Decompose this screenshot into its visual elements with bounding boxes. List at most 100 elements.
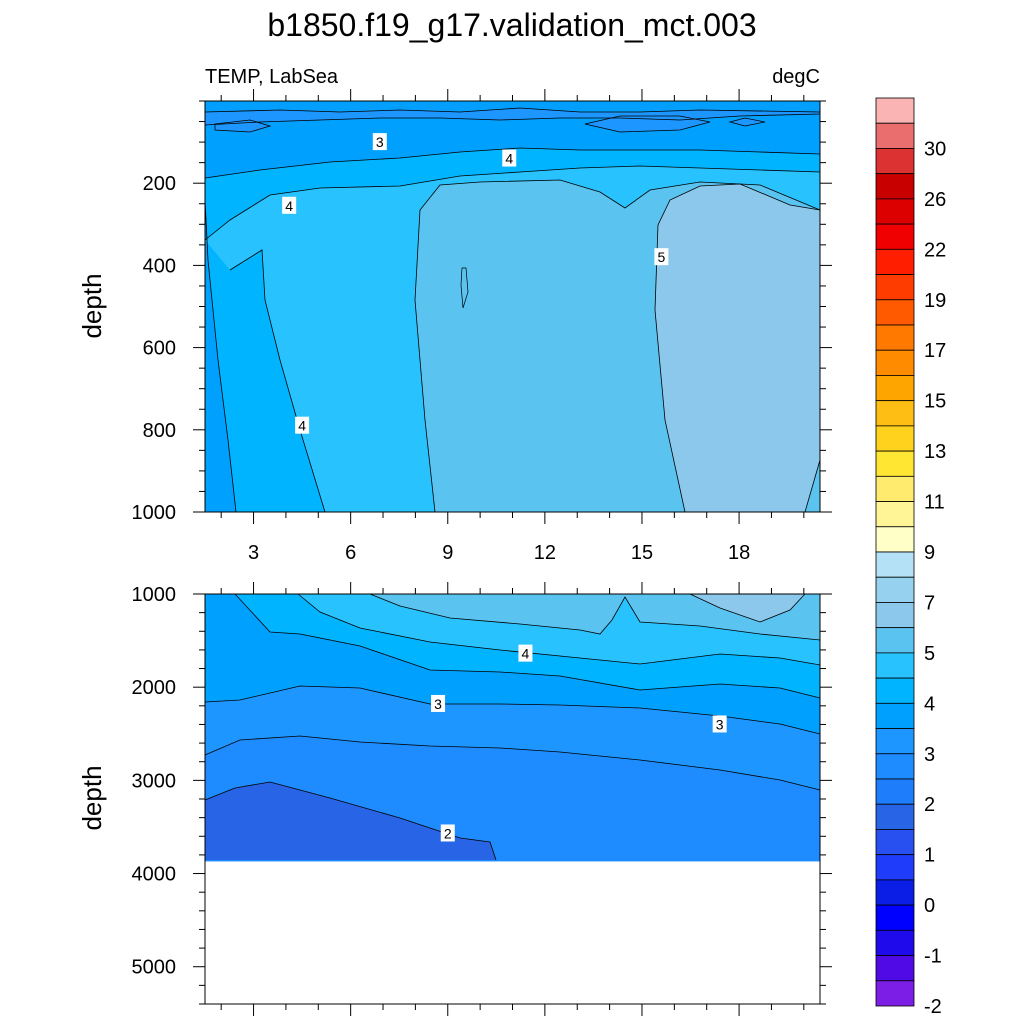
contour-label: 3 [712, 715, 727, 733]
upper-fill [205, 101, 820, 512]
colorbar-box [875, 349, 915, 376]
colorbar-label: 9 [924, 542, 935, 564]
colorbar-box [875, 501, 915, 528]
x-tick-label: 15 [631, 542, 653, 564]
colorbar-box [875, 551, 915, 578]
right-string: degC [772, 66, 820, 88]
contour-label: 4 [502, 149, 517, 167]
lower-band-6 [690, 594, 805, 622]
contour-label: 4 [518, 644, 533, 662]
left-string: TEMP, LabSea [205, 66, 339, 88]
contour-label-text: 2 [444, 825, 452, 841]
contour-label-text: 4 [522, 646, 530, 662]
lower-ticks [193, 582, 832, 1016]
contour-line [204, 199, 237, 513]
colorbar-box [875, 223, 915, 250]
colorbar-box [875, 299, 915, 326]
colorbar-labels: 30 26 22 19 17 15 13 11 9 7 5 4 3 2 1 0 -1 -2 [924, 138, 946, 1018]
contour-label: 3 [372, 133, 387, 151]
contour-line [204, 781, 497, 861]
contour-label-text: 4 [298, 418, 306, 434]
colorbar-box [875, 122, 915, 149]
colorbar-label: 0 [924, 895, 935, 917]
contour-line [584, 115, 711, 133]
contour-label-text: 5 [657, 249, 665, 265]
x-tick-label: 18 [728, 542, 750, 564]
y-tick-label: 5000 [132, 957, 177, 979]
lower-band-2 [205, 782, 496, 860]
contour-line [728, 117, 766, 127]
contour-label-box [518, 644, 533, 662]
colorbar-box [875, 274, 915, 301]
colorbar-box [875, 576, 915, 603]
contour-label: 5 [654, 248, 669, 266]
colorbar-box [875, 829, 915, 856]
upper-contour-lines [204, 107, 821, 513]
contour-line [414, 179, 821, 513]
colorbar-label: 7 [924, 592, 935, 614]
colorbar-label: 3 [924, 744, 935, 766]
contour-label-box [440, 824, 455, 842]
lower-contour-labels: 4 3 3 2 [431, 644, 727, 842]
upper-ticks [193, 89, 832, 524]
colorbar-box [875, 375, 915, 402]
colorbar-label: 15 [924, 391, 946, 413]
x-tick-label: 9 [442, 542, 453, 564]
colorbar-label: 11 [924, 492, 945, 514]
x-tick-label: 12 [534, 542, 556, 564]
y-tick-label: 200 [143, 173, 176, 195]
contour-label-box [712, 715, 727, 733]
colorbar-label: -1 [924, 946, 942, 968]
contour-label-text: 4 [285, 198, 293, 214]
contour-line [204, 735, 821, 791]
contour-line [204, 147, 821, 179]
contour-line [204, 165, 821, 241]
colorbar-box [875, 148, 915, 175]
contour-label-text: 4 [505, 151, 513, 167]
colorbar-label: 22 [924, 239, 946, 261]
contour-line [204, 685, 821, 735]
lower-y-axis-label: depth [77, 765, 107, 830]
colorbar-box [875, 324, 915, 351]
y-tick-label: 800 [143, 420, 176, 442]
colorbar-box [875, 97, 915, 124]
lower-band-5 [370, 594, 820, 640]
colorbar-box [875, 602, 915, 629]
x-tick-label: 6 [345, 542, 356, 564]
colorbar-box [875, 627, 915, 654]
contour-line [229, 249, 326, 513]
y-tick-label: 3000 [132, 770, 177, 792]
colorbar-label: 2 [924, 794, 935, 816]
contour-label: 4 [282, 196, 297, 214]
contour-line [654, 183, 821, 513]
contour-line [204, 113, 821, 126]
upper-y-axis-label: depth [77, 273, 107, 338]
upper-lens [460, 267, 469, 309]
contour-label-text: 3 [716, 716, 724, 732]
colorbar-box [875, 879, 915, 906]
y-tick-label: 600 [143, 338, 176, 360]
contour-label-box [372, 133, 387, 151]
colorbar-label: 13 [924, 441, 946, 463]
colorbar-label: -2 [924, 996, 942, 1018]
colorbar-box [875, 475, 915, 502]
colorbar-box [875, 728, 915, 755]
colorbar-box [875, 702, 915, 729]
colorbar-label: 5 [924, 643, 935, 665]
contour-label-text: 3 [376, 134, 384, 150]
colorbar-box [875, 803, 915, 830]
upper-band-6 [655, 184, 820, 512]
y-tick-label: 1000 [132, 502, 177, 524]
colorbar-box [875, 854, 915, 881]
colorbar-box [875, 248, 915, 275]
chart-title: b1850.f19_g17.validation_mct.003 [267, 7, 756, 43]
colorbar-box [875, 652, 915, 679]
upper-panel: 200 400 600 800 1000 3 6 9 12 15 18 depth 3 4 4 5 4 [77, 89, 832, 564]
colorbar-label: 17 [924, 340, 946, 362]
colorbar-box [875, 753, 915, 780]
contour-label-box [502, 149, 517, 167]
contour-label-box [654, 248, 669, 266]
colorbar-box [875, 173, 915, 200]
contour-line [214, 119, 272, 133]
upper-y-tick-labels: 200 400 600 800 1000 [132, 173, 177, 524]
